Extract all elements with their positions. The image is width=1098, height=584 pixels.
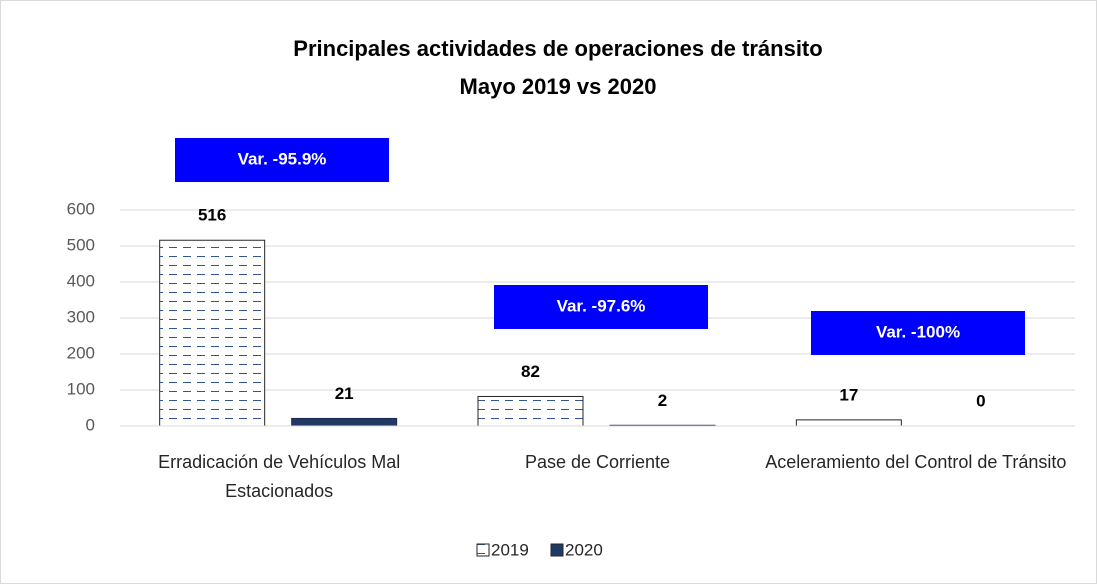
y-tick-label: 200 [67, 343, 95, 362]
bar [795, 419, 902, 427]
data-label: 2 [658, 391, 667, 410]
data-label: 17 [839, 385, 858, 404]
y-tick-label: 400 [67, 271, 95, 290]
bar [477, 395, 584, 427]
legend-swatch [476, 543, 490, 557]
annotation: Var. -95.9% [238, 149, 327, 168]
y-tick-label: 600 [67, 199, 95, 218]
legend-label: 2020 [565, 540, 603, 559]
y-tick-label: 300 [67, 307, 95, 326]
data-label: 82 [521, 362, 540, 381]
annotation-box [175, 138, 389, 182]
x-tick-label: Aceleramiento del Control de Tránsito [765, 452, 1067, 472]
chart-title: Principales actividades de operaciones d… [293, 36, 822, 61]
data-label: 21 [335, 384, 354, 403]
annotation-box [811, 311, 1025, 355]
chart-subtitle: Mayo 2019 vs 2020 [460, 74, 657, 99]
legend-label: 2019 [491, 540, 529, 559]
annotation-box [494, 285, 708, 329]
annotation: Var. -100% [876, 322, 960, 341]
legend-swatch [550, 543, 564, 557]
data-label: 516 [198, 206, 226, 225]
bar [159, 239, 266, 427]
y-tick-label: 500 [67, 235, 95, 254]
y-tick-label: 100 [67, 379, 95, 398]
x-tick-label: Pase de Corriente [524, 452, 671, 472]
annotation: Var. -97.6% [557, 296, 646, 315]
x-tick-label: Erradicación de Vehículos Mal Estacionad… [158, 452, 401, 501]
data-label: 0 [976, 391, 985, 410]
y-tick-label: 0 [86, 415, 95, 434]
bar [291, 417, 398, 427]
